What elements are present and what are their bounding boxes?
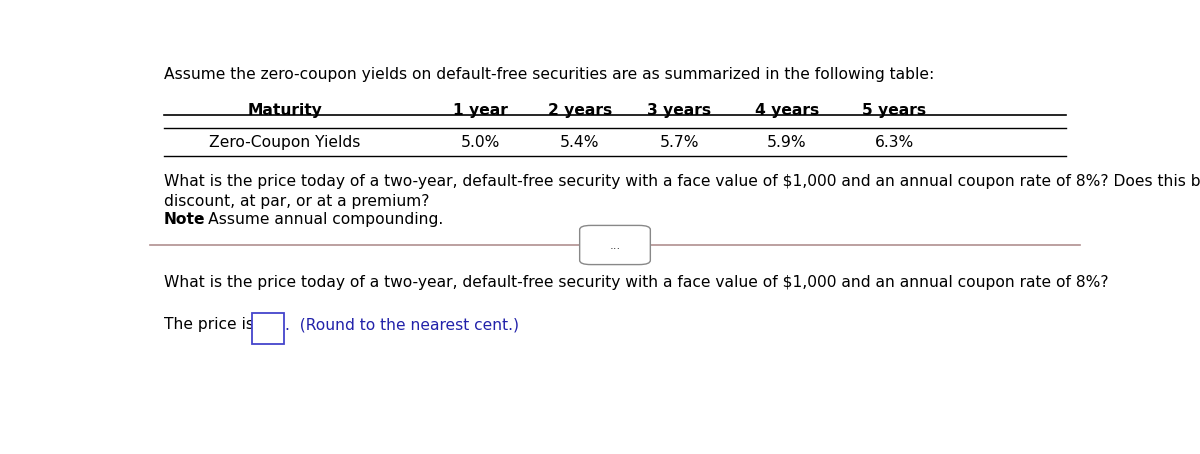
Text: 5.0%: 5.0%	[461, 135, 500, 150]
Text: ...: ...	[610, 238, 620, 252]
Text: 3 years: 3 years	[647, 104, 712, 118]
Text: Zero-Coupon Yields: Zero-Coupon Yields	[209, 135, 360, 150]
Text: 2 years: 2 years	[547, 104, 612, 118]
Text: Note: Note	[164, 212, 205, 227]
Text: : Assume annual compounding.: : Assume annual compounding.	[198, 212, 444, 227]
Text: The price is $: The price is $	[164, 317, 269, 332]
Text: 5.4%: 5.4%	[560, 135, 600, 150]
Text: 5.7%: 5.7%	[660, 135, 698, 150]
Text: What is the price today of a two-year, default-free security with a face value o: What is the price today of a two-year, d…	[164, 174, 1200, 189]
Text: Assume the zero-coupon yields on default-free securities are as summarized in th: Assume the zero-coupon yields on default…	[164, 67, 935, 82]
Text: 1 year: 1 year	[452, 104, 508, 118]
Text: 4 years: 4 years	[755, 104, 820, 118]
Text: 5.9%: 5.9%	[767, 135, 806, 150]
Text: discount, at par, or at a premium?: discount, at par, or at a premium?	[164, 194, 430, 209]
FancyBboxPatch shape	[580, 226, 650, 265]
Text: 5 years: 5 years	[862, 104, 926, 118]
Text: 6.3%: 6.3%	[875, 135, 913, 150]
Text: .  (Round to the nearest cent.): . (Round to the nearest cent.)	[284, 317, 518, 332]
Text: What is the price today of a two-year, default-free security with a face value o: What is the price today of a two-year, d…	[164, 276, 1109, 291]
Text: Maturity: Maturity	[247, 104, 323, 118]
FancyBboxPatch shape	[252, 313, 284, 344]
